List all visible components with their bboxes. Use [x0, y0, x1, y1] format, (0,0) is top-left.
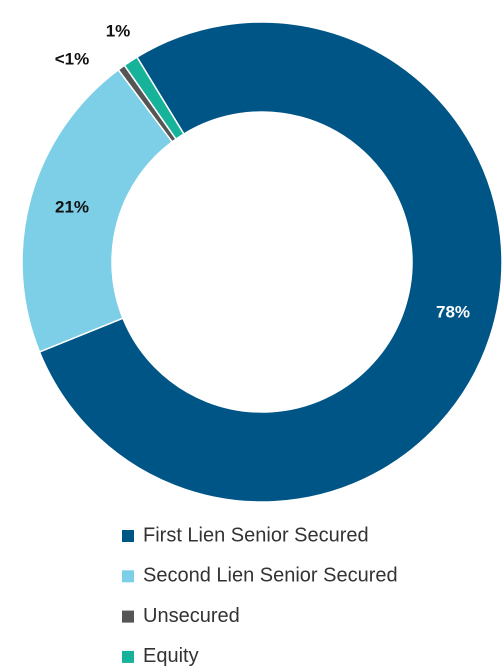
legend-label: Second Lien Senior Secured	[143, 565, 398, 587]
slice	[123, 56, 185, 141]
data-label: 21%	[55, 197, 89, 216]
slice	[38, 21, 502, 503]
legend-label: First Lien Senior Secured	[143, 524, 369, 546]
data-label: 78%	[436, 302, 470, 321]
legend-swatch	[122, 570, 134, 583]
data-label: 1%	[106, 21, 131, 40]
legend-swatch	[122, 610, 134, 623]
legend-swatch	[122, 650, 134, 663]
data-label: <1%	[55, 49, 90, 68]
legend-label: Unsecured	[143, 605, 240, 627]
legend-swatch	[122, 530, 134, 542]
slice	[21, 68, 174, 353]
legend-label: Equity	[143, 645, 199, 667]
